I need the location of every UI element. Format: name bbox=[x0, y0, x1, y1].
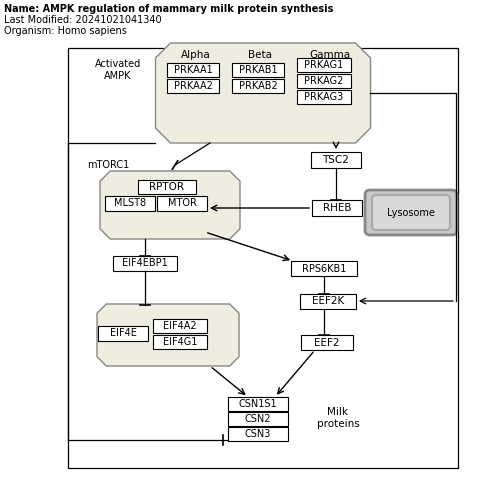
Text: PRKAB1: PRKAB1 bbox=[239, 65, 277, 75]
Bar bbox=[228, 427, 288, 441]
Bar bbox=[167, 79, 219, 93]
Text: CSN1S1: CSN1S1 bbox=[239, 399, 277, 409]
FancyBboxPatch shape bbox=[365, 190, 457, 235]
Bar bbox=[157, 196, 207, 211]
Text: EIF4E: EIF4E bbox=[109, 329, 136, 338]
Bar bbox=[113, 256, 177, 271]
Text: Lysosome: Lysosome bbox=[387, 208, 435, 218]
Bar bbox=[301, 335, 353, 350]
Text: Beta: Beta bbox=[248, 50, 272, 60]
Text: TSC2: TSC2 bbox=[323, 155, 349, 165]
Bar bbox=[167, 63, 219, 77]
Polygon shape bbox=[156, 43, 371, 143]
Text: EIF4A2: EIF4A2 bbox=[163, 321, 197, 331]
Text: PRKAG2: PRKAG2 bbox=[304, 76, 344, 86]
Text: PRKAG1: PRKAG1 bbox=[304, 60, 344, 70]
Bar bbox=[232, 63, 284, 77]
Bar bbox=[297, 74, 351, 88]
Bar bbox=[98, 326, 148, 341]
Bar bbox=[105, 196, 155, 211]
Text: EIF4G1: EIF4G1 bbox=[163, 337, 197, 347]
Text: EIF4EBP1: EIF4EBP1 bbox=[122, 258, 168, 269]
Text: Alpha: Alpha bbox=[181, 50, 211, 60]
Text: RHEB: RHEB bbox=[323, 203, 351, 213]
Text: RPTOR: RPTOR bbox=[149, 182, 184, 192]
Polygon shape bbox=[100, 171, 240, 239]
Bar bbox=[291, 261, 357, 276]
Bar bbox=[297, 58, 351, 72]
Text: EEF2: EEF2 bbox=[314, 337, 340, 348]
Bar bbox=[312, 200, 362, 216]
FancyBboxPatch shape bbox=[372, 195, 450, 230]
Text: MTOR: MTOR bbox=[168, 198, 196, 209]
Text: Name: AMPK regulation of mammary milk protein synthesis: Name: AMPK regulation of mammary milk pr… bbox=[4, 4, 334, 14]
Bar bbox=[228, 412, 288, 426]
Bar bbox=[300, 294, 356, 309]
Text: CSN3: CSN3 bbox=[245, 429, 271, 439]
Text: EEF2K: EEF2K bbox=[312, 297, 344, 306]
Bar bbox=[228, 397, 288, 411]
Text: PRKAB2: PRKAB2 bbox=[239, 81, 277, 91]
Bar bbox=[153, 319, 207, 333]
Text: PRKAA1: PRKAA1 bbox=[174, 65, 212, 75]
Bar bbox=[232, 79, 284, 93]
Text: Organism: Homo sapiens: Organism: Homo sapiens bbox=[4, 26, 127, 36]
Text: RPS6KB1: RPS6KB1 bbox=[302, 263, 346, 273]
Text: PRKAA2: PRKAA2 bbox=[174, 81, 213, 91]
Bar bbox=[153, 335, 207, 349]
Bar bbox=[68, 48, 458, 468]
Text: Gamma: Gamma bbox=[310, 50, 350, 60]
Bar bbox=[138, 180, 196, 194]
Bar bbox=[311, 152, 361, 168]
Text: CSN2: CSN2 bbox=[245, 414, 271, 424]
Text: PRKAG3: PRKAG3 bbox=[304, 92, 344, 102]
Polygon shape bbox=[97, 304, 239, 366]
Text: Milk
proteins: Milk proteins bbox=[317, 407, 360, 429]
Text: mTORC1: mTORC1 bbox=[87, 160, 129, 170]
Text: Last Modified: 20241021041340: Last Modified: 20241021041340 bbox=[4, 15, 162, 25]
Bar bbox=[297, 90, 351, 104]
Text: Activated
AMPK: Activated AMPK bbox=[95, 59, 141, 81]
Text: MLST8: MLST8 bbox=[114, 198, 146, 209]
